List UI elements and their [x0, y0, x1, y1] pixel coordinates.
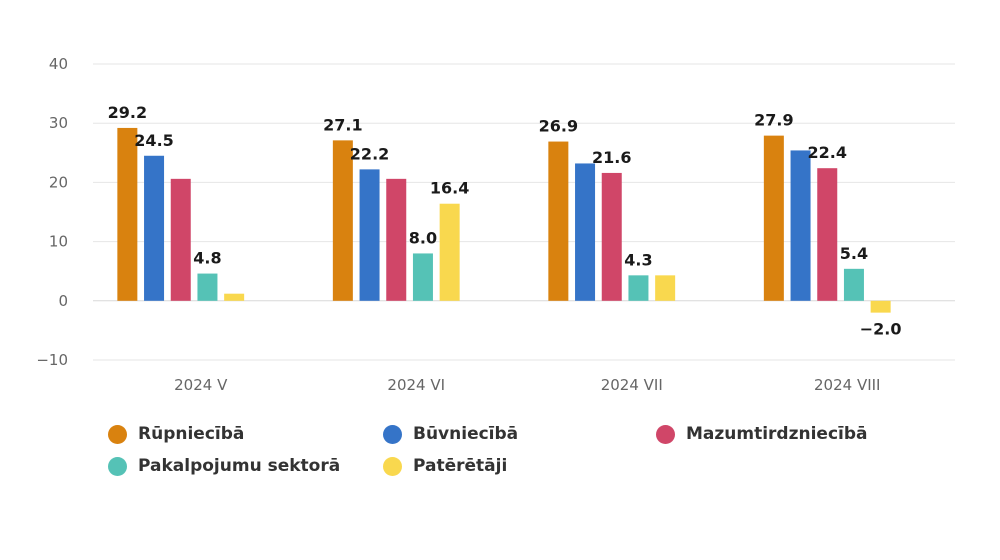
- data-label: 4.3: [624, 250, 652, 269]
- bar: [817, 168, 838, 301]
- data-label: −2.0: [860, 320, 902, 339]
- legend-marker: [383, 424, 402, 444]
- bar: [843, 268, 864, 301]
- data-label: 21.6: [592, 148, 631, 167]
- y-tick-label: −10: [36, 351, 68, 369]
- legend-label: Mazumtirdzniecībā: [686, 424, 868, 444]
- y-tick-label: 40: [49, 55, 68, 73]
- data-label: 24.5: [134, 131, 173, 150]
- bar: [628, 275, 649, 301]
- bar: [117, 127, 138, 301]
- data-label: 16.4: [430, 179, 469, 198]
- legend-item[interactable]: Mazumtirdzniecībā: [656, 424, 868, 444]
- x-tick-label: 2024 VII: [601, 376, 663, 394]
- legend-marker: [383, 456, 402, 476]
- data-label: 27.1: [323, 115, 362, 134]
- bar: [870, 300, 891, 313]
- legend-label: Pakalpojumu sektorā: [138, 456, 341, 476]
- x-axis-ticks: 2024 V 2024 VI 2024 VII 2024 VIII: [174, 376, 880, 394]
- legend-item[interactable]: Būvniecībā: [383, 424, 518, 444]
- bars: [117, 127, 891, 313]
- bar: [197, 273, 218, 301]
- data-labels: 29.2 24.5 4.8 27.1 22.2 8.0 16.4 26.9 21.6 4.3 27.…: [108, 103, 902, 339]
- y-axis-ticks: −10 0 10 20 30 40: [36, 55, 68, 369]
- data-label: 22.2: [350, 144, 389, 163]
- bar: [548, 141, 569, 301]
- legend-marker: [108, 456, 127, 476]
- bar: [601, 172, 622, 301]
- y-tick-label: 20: [49, 173, 68, 191]
- y-tick-label: 30: [49, 114, 68, 132]
- legend-item[interactable]: Pakalpojumu sektorā: [108, 456, 340, 476]
- x-tick-label: 2024 V: [174, 376, 228, 394]
- legend-marker: [108, 424, 127, 444]
- data-label: 26.9: [539, 117, 578, 136]
- legend-label: Patērētāji: [413, 456, 508, 476]
- bar: [790, 150, 811, 301]
- bar: [359, 169, 380, 301]
- data-label: 4.8: [193, 249, 221, 268]
- bar: [332, 140, 353, 301]
- y-tick-label: 0: [58, 292, 68, 310]
- bar: [224, 293, 245, 301]
- legend-item[interactable]: Rūpniecībā: [108, 424, 244, 444]
- x-tick-label: 2024 VI: [387, 376, 445, 394]
- bar: [763, 135, 784, 301]
- legend-label: Rūpniecībā: [138, 424, 245, 444]
- data-label: 29.2: [108, 103, 147, 122]
- data-label: 5.4: [840, 244, 868, 263]
- legend-marker: [656, 424, 675, 444]
- y-tick-label: 10: [49, 233, 68, 251]
- x-tick-label: 2024 VIII: [814, 376, 880, 394]
- data-label: 27.9: [754, 111, 793, 130]
- bar: [575, 163, 596, 301]
- bar: [386, 178, 407, 301]
- legend-item[interactable]: Patērētāji: [383, 456, 507, 476]
- legend-label: Būvniecībā: [413, 424, 519, 444]
- bar: [439, 203, 460, 301]
- bar: [655, 275, 676, 301]
- bar: [170, 178, 191, 301]
- bar: [412, 253, 433, 301]
- bar: [144, 155, 165, 301]
- data-label: 8.0: [409, 228, 437, 247]
- data-label: 22.4: [808, 143, 847, 162]
